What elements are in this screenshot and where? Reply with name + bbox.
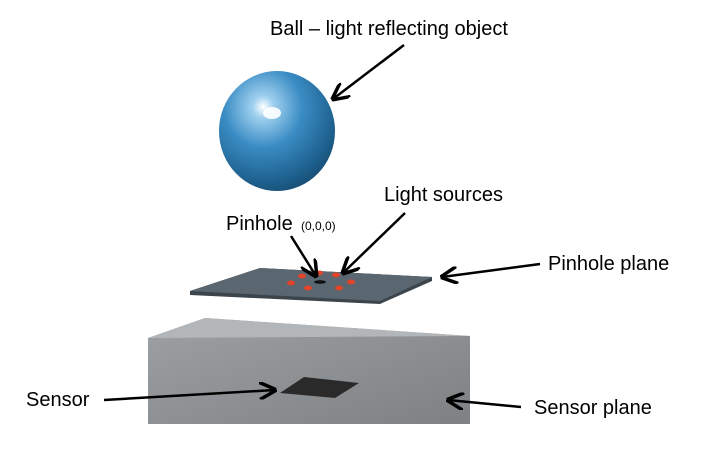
ball: [219, 71, 335, 191]
light-source: [332, 272, 340, 278]
light-sources-arrow: [343, 212, 406, 273]
light-source: [335, 285, 343, 291]
pinhole-plane: [190, 268, 432, 304]
pinhole-plane-arrow: [442, 262, 541, 277]
light-source: [347, 279, 355, 285]
sensor-arrow: [103, 390, 275, 402]
pinhole-arrow: [289, 235, 316, 276]
light-source: [304, 285, 312, 291]
sensor: [280, 377, 359, 398]
pinhole-label: Pinhole: [226, 213, 293, 235]
ball-highlight: [263, 107, 281, 119]
sensor-label: Sensor: [26, 389, 90, 411]
sensor-plane-label: Sensor plane: [534, 397, 652, 419]
pinhole-plane-label: Pinhole plane: [548, 253, 669, 275]
sensor-plane: [148, 318, 470, 424]
pinhole-coordinate-label: (0,0,0): [301, 219, 336, 233]
light-source: [298, 273, 306, 279]
ball-label: Ball – light reflecting object: [270, 18, 508, 40]
light-sources-label: Light sources: [384, 184, 503, 206]
ball-arrow: [333, 44, 405, 99]
light-source: [287, 280, 295, 286]
pinhole: [314, 280, 326, 284]
sensor-plane-arrow: [448, 400, 522, 407]
